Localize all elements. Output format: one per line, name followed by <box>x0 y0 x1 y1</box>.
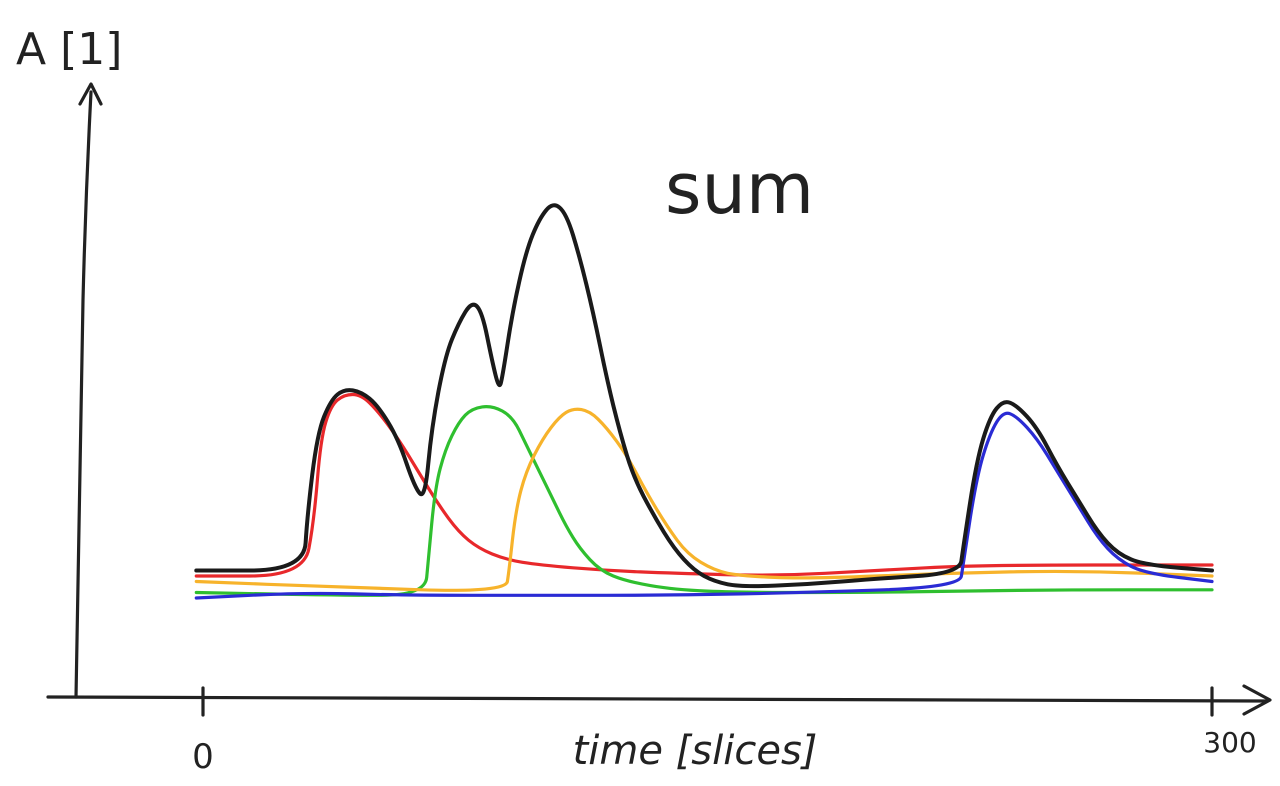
series-line-3 <box>194 407 1214 592</box>
series-layer <box>194 203 1214 600</box>
x-tick-label-0: 0 <box>192 737 214 777</box>
x-tick-label-300: 300 <box>1203 726 1256 759</box>
x-axis-label: time [slices] <box>573 728 818 774</box>
series-line-4 <box>194 411 1214 600</box>
series-line-2 <box>194 405 1214 597</box>
series-line-1 <box>194 392 1214 578</box>
x-axis-arrowhead <box>1242 684 1272 716</box>
sum-annotation: sum <box>665 148 814 230</box>
series-line-5 <box>194 203 1214 589</box>
x-axis <box>46 695 1268 703</box>
y-axis-arrowhead <box>78 82 103 106</box>
y-axis <box>74 90 93 699</box>
y-axis-label: A [1] <box>16 24 122 75</box>
